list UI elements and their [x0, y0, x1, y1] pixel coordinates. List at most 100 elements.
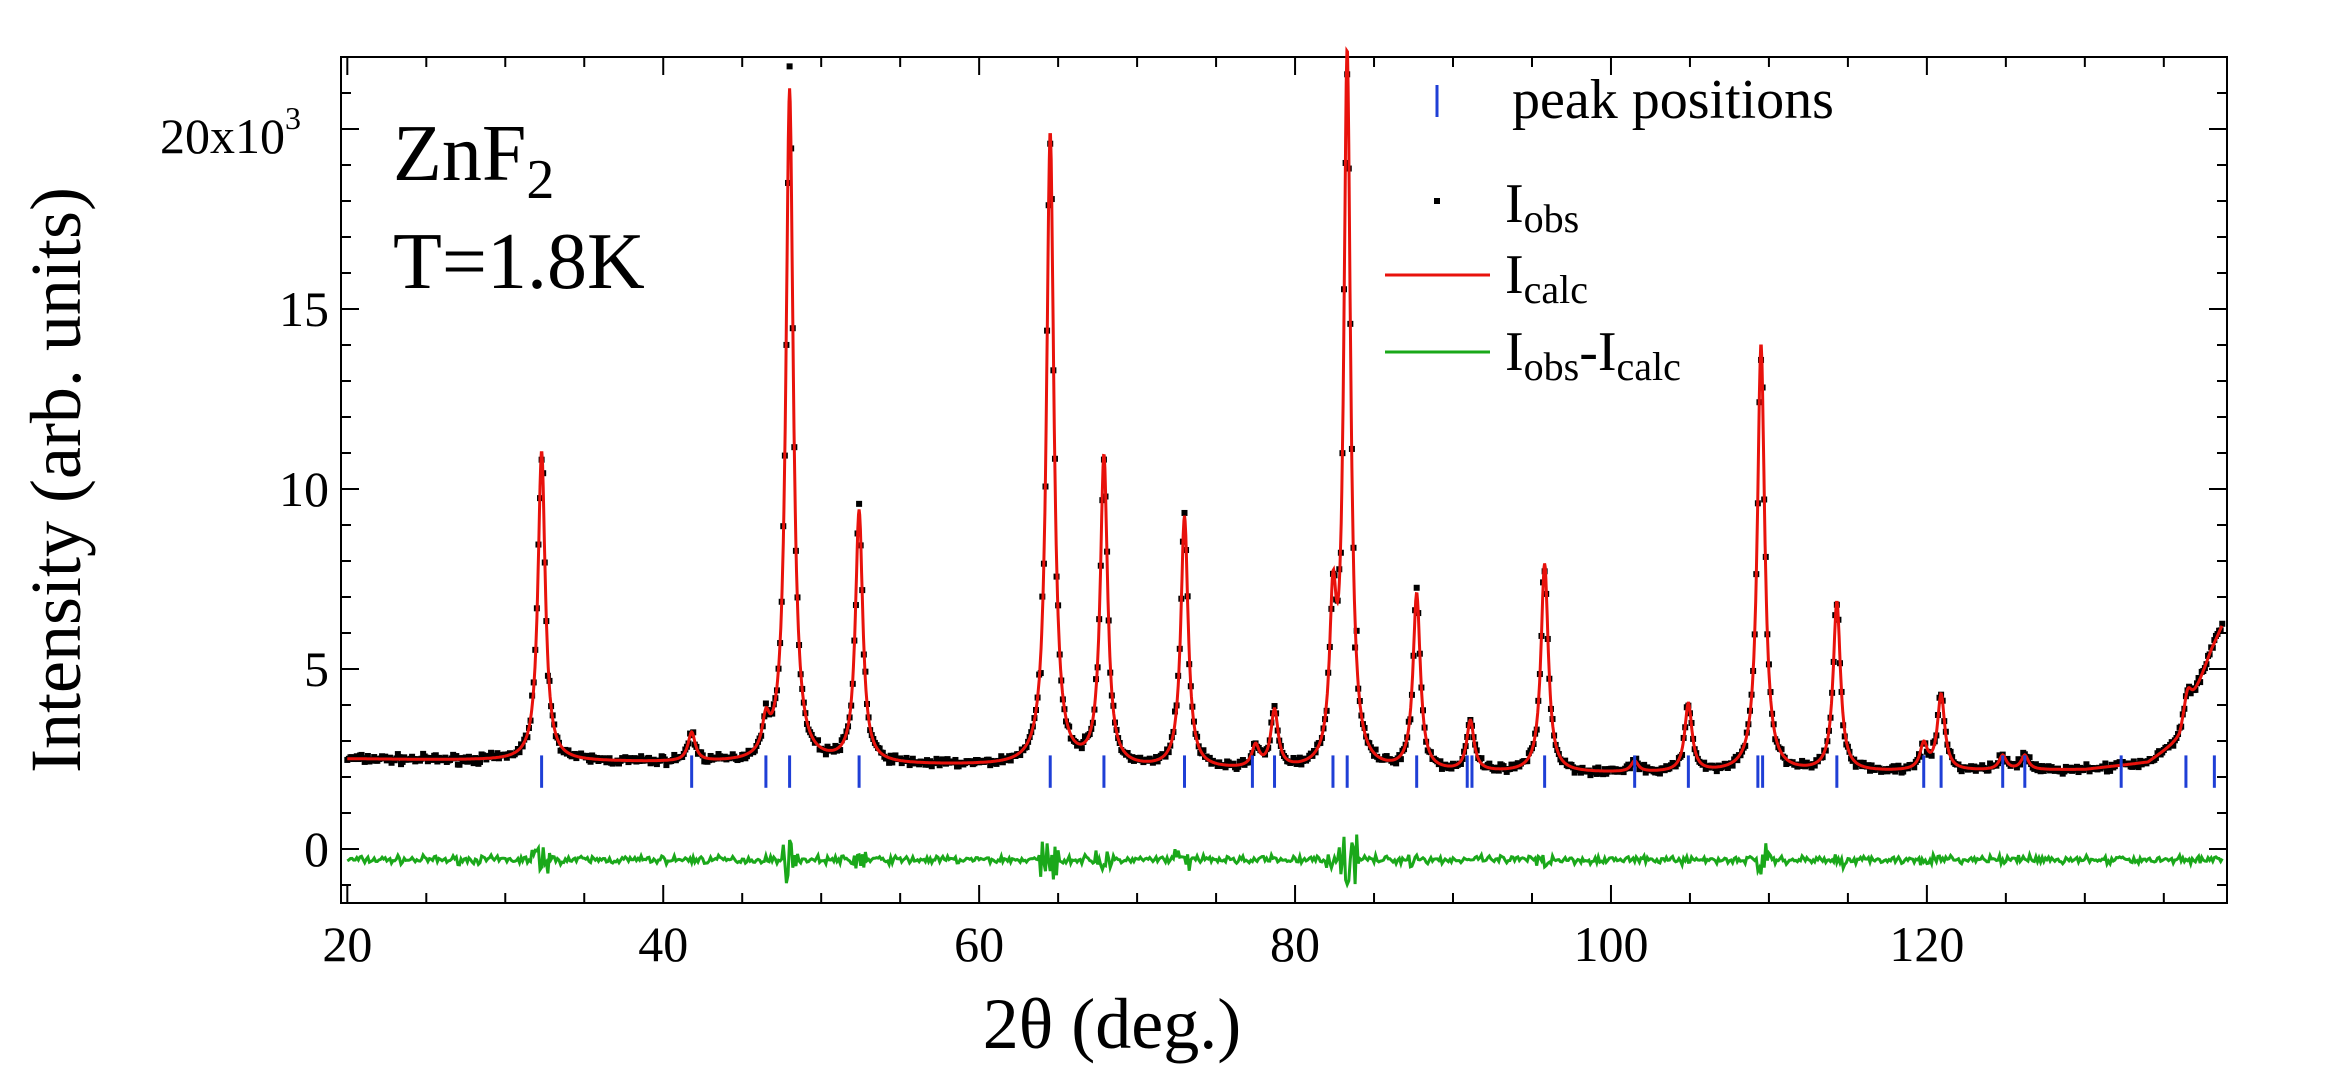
obs-point	[1625, 761, 1632, 768]
obs-point	[1162, 753, 1169, 760]
compound-base: ZnF	[393, 110, 526, 198]
legend: peak positions Iobs Icalc Iobs-Icalc	[1385, 69, 1834, 389]
obs-point	[2083, 761, 2090, 768]
obs-point	[985, 756, 992, 763]
x-axis-title: 2θ (deg.)	[983, 984, 1241, 1064]
obs-point	[887, 752, 894, 759]
y-axis-title: Intensity (arb. units)	[16, 187, 96, 773]
compound-sub: 2	[526, 149, 554, 211]
obs-point	[587, 758, 594, 765]
obs-point	[470, 760, 477, 767]
obs-point	[743, 753, 750, 760]
obs-point	[1383, 753, 1390, 760]
obs-point	[1860, 759, 1867, 766]
obs-point	[936, 762, 943, 769]
obs-point	[481, 753, 488, 760]
peak-position-ticks	[540, 755, 2216, 788]
obs-point	[1972, 767, 1979, 774]
obs-point	[998, 753, 1005, 760]
obs-point	[477, 758, 484, 765]
obs-point	[2107, 767, 2114, 774]
legend-diff-base2: I	[1598, 321, 1617, 383]
axis-ticks	[341, 57, 2227, 903]
obs-point	[1437, 758, 1444, 765]
legend-calc-sub: calc	[1524, 267, 1588, 312]
x-tick-label: 20	[322, 916, 372, 972]
obs-point	[928, 763, 935, 770]
obs-point	[450, 751, 457, 758]
obs-point	[1230, 760, 1237, 767]
obs-point	[571, 750, 578, 757]
obs-point	[1292, 756, 1299, 763]
obs-point	[494, 750, 501, 757]
obs-point	[1478, 755, 1485, 762]
obs-point	[1457, 760, 1464, 767]
obs-point	[364, 752, 371, 759]
obs-point	[2031, 765, 2038, 772]
obs-point	[2130, 758, 2137, 765]
legend-calc-base: I	[1505, 244, 1524, 306]
obs-point	[604, 758, 611, 765]
obs-point	[706, 757, 713, 764]
obs-point	[1592, 765, 1599, 772]
obs-point	[1006, 753, 1013, 760]
obs-point	[1998, 757, 2005, 764]
obs-point	[1601, 766, 1608, 773]
y-tick-label: 10	[279, 461, 329, 517]
series-observed	[344, 63, 2226, 779]
obs-point	[1397, 756, 1404, 763]
obs-point	[432, 752, 439, 759]
obs-point	[939, 756, 946, 763]
diff-line	[346, 834, 2224, 889]
obs-point	[822, 751, 829, 758]
obs-point	[2061, 768, 2068, 775]
obs-point	[889, 759, 896, 766]
obs-point	[394, 751, 401, 758]
obs-point	[1448, 765, 1455, 772]
obs-point	[1271, 703, 1278, 710]
obs-point	[876, 745, 883, 752]
obs-point	[892, 752, 899, 759]
obs-point	[653, 761, 660, 768]
obs-point	[646, 754, 653, 761]
legend-diff-base1: I	[1505, 321, 1524, 383]
obs-point	[663, 762, 670, 769]
obs-point	[987, 762, 994, 769]
obs-point	[671, 751, 678, 758]
obs-point	[1669, 759, 1676, 766]
obs-point	[1214, 762, 1221, 769]
x-tick-label: 80	[1270, 916, 1320, 972]
obs-point	[1900, 768, 1907, 775]
obs-point	[1200, 747, 1207, 754]
legend-diff-sep: -	[1579, 321, 1598, 383]
obs-point	[573, 755, 580, 762]
obs-point	[1413, 584, 1420, 591]
x-tick-label: 40	[638, 916, 688, 972]
obs-point	[1510, 761, 1517, 768]
obs-point	[423, 754, 430, 761]
obs-point	[830, 748, 837, 755]
obs-point	[1713, 768, 1720, 775]
obs-point	[2015, 756, 2022, 763]
obs-point	[1514, 760, 1521, 767]
x-tick-label: 100	[1573, 916, 1648, 972]
obs-point	[837, 747, 844, 754]
obs-point	[1656, 770, 1663, 777]
obs-point	[955, 763, 962, 770]
obs-point	[952, 756, 959, 763]
obs-point	[358, 751, 365, 758]
obs-point	[922, 761, 929, 768]
y-tick-label: 15	[279, 281, 329, 337]
obs-point	[897, 755, 904, 762]
obs-point	[698, 749, 705, 756]
obs-point	[2135, 764, 2142, 771]
obs-point	[2103, 768, 2110, 775]
obs-point	[1947, 748, 1954, 755]
obs-point	[737, 756, 744, 763]
obs-point	[786, 63, 793, 70]
obs-point	[516, 749, 523, 756]
legend-peak-label: peak positions	[1512, 69, 1834, 131]
obs-point	[944, 756, 951, 763]
obs-point	[1811, 762, 1818, 769]
